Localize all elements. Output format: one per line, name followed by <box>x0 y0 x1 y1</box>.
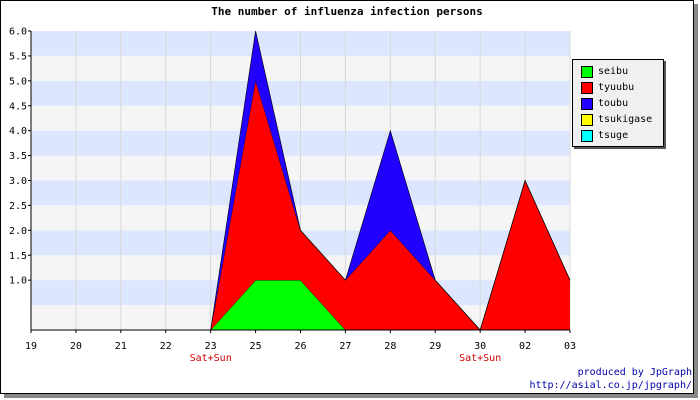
chart-title: The number of influenza infection person… <box>211 5 483 18</box>
y-tick-label: 4.0 <box>9 126 27 137</box>
x-tick-label: 27 <box>339 341 351 352</box>
area-seibu <box>31 280 570 330</box>
x-tick-label: 29 <box>429 341 441 352</box>
x-tick-label: 21 <box>115 341 127 352</box>
legend-label: tyuubu <box>598 82 635 93</box>
y-tick-label: 5.5 <box>9 51 27 62</box>
x-tick-label: 26 <box>294 341 306 352</box>
x-tick-label: 23 <box>205 341 217 352</box>
legend-label: seibu <box>598 66 629 77</box>
legend-label: toubu <box>598 98 629 109</box>
y-tick-label: 3.0 <box>9 176 27 187</box>
legend: seibu tyuubu toubu tsukigase tsuge <box>572 59 664 147</box>
x-tick-label: 03 <box>564 341 576 352</box>
credit-url[interactable]: http://asial.co.jp/jpgraph/ <box>529 380 692 391</box>
y-tick-label: 2.5 <box>9 201 27 212</box>
x-sublabel-weekend: Sat+Sun <box>190 353 232 364</box>
y-tick-label: 2.0 <box>9 226 27 237</box>
legend-label: tsuge <box>598 130 629 141</box>
x-tick-label: 25 <box>250 341 262 352</box>
legend-swatch <box>581 130 593 142</box>
x-tick-label: 30 <box>474 341 486 352</box>
y-tick-label: 5.0 <box>9 76 27 87</box>
legend-swatch <box>581 66 593 78</box>
legend-swatch <box>581 114 593 126</box>
x-tick-label: 22 <box>160 341 172 352</box>
y-tick-label: 1.5 <box>9 251 27 262</box>
x-tick-label: 20 <box>70 341 82 352</box>
x-tick-label: 19 <box>25 341 37 352</box>
x-tick-label: 02 <box>519 341 531 352</box>
y-tick-label: 3.5 <box>9 151 27 162</box>
y-tick-label: 4.5 <box>9 101 27 112</box>
y-tick-label: 6.0 <box>9 27 27 38</box>
legend-swatch <box>581 82 593 94</box>
x-sublabel-weekend: Sat+Sun <box>459 353 501 364</box>
legend-swatch <box>581 98 593 110</box>
credit-jpgraph[interactable]: produced by JpGraph <box>577 367 692 378</box>
x-tick-label: 28 <box>384 341 396 352</box>
y-tick-label: 1.0 <box>9 276 27 287</box>
legend-label: tsukigase <box>598 114 653 125</box>
